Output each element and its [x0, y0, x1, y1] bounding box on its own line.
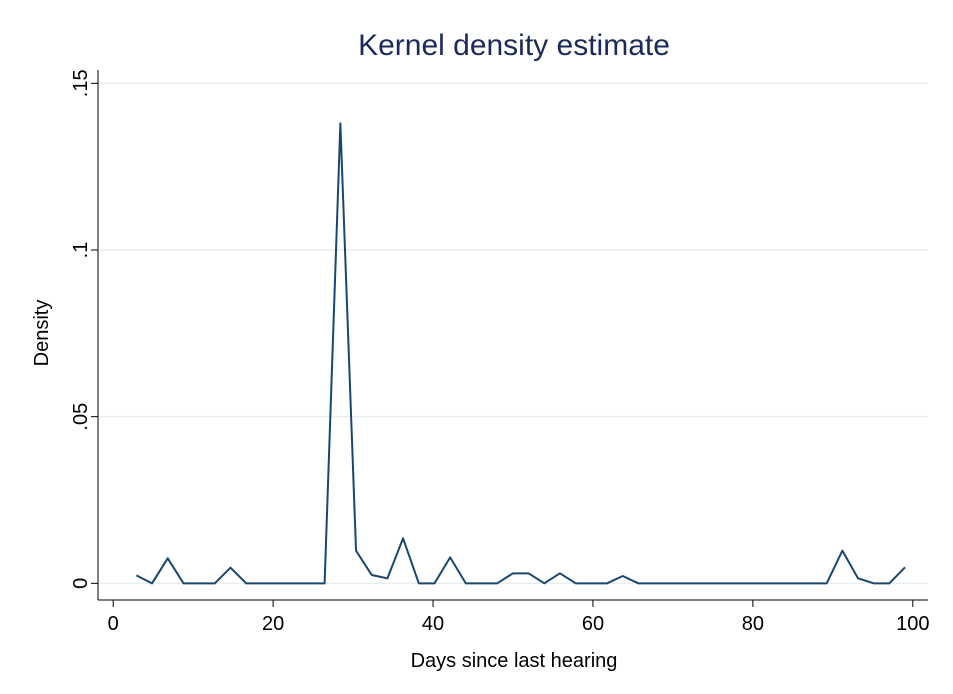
x-axis-label: Days since last hearing	[411, 650, 618, 672]
chart-title: Kernel density estimate	[358, 29, 670, 62]
y-tick-label: .1	[70, 242, 92, 259]
y-tick-label: .15	[70, 69, 92, 97]
y-axis-label: Density	[31, 300, 53, 367]
y-tick-label: .05	[70, 403, 92, 431]
x-tick-label: 100	[896, 613, 929, 635]
y-tick-label: 0	[70, 578, 92, 589]
x-tick-label: 0	[108, 613, 119, 635]
density-line	[135, 122, 906, 585]
x-tick-label: 60	[582, 613, 604, 635]
x-tick-label: 40	[422, 613, 444, 635]
x-tick-label: 20	[262, 613, 284, 635]
x-tick-label: 80	[742, 613, 764, 635]
